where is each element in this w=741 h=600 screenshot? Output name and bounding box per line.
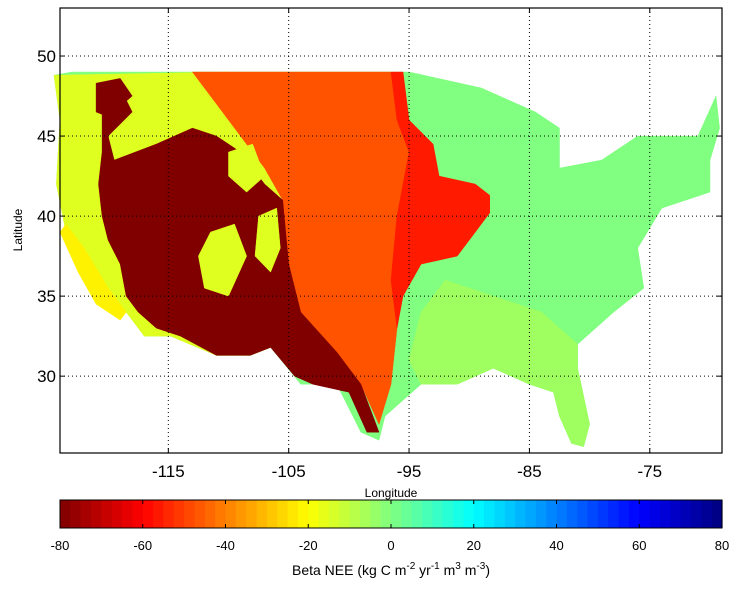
colorbar-segment (297, 500, 309, 528)
colorbar-tick-label: -20 (299, 538, 318, 553)
colorbar-tick-label: 0 (387, 538, 394, 553)
colorbar-tick-label: -80 (51, 538, 70, 553)
colorbar-segment (194, 500, 206, 528)
colorbar-segment (370, 500, 382, 528)
colorbar-segment (504, 500, 516, 528)
colorbar-segment (111, 500, 123, 528)
colorbar-segment (432, 500, 444, 528)
y-tick-label: 50 (37, 47, 56, 66)
x-tick-label: -105 (272, 462, 306, 481)
colorbar-segment (649, 500, 661, 528)
colorbar-segment (359, 500, 371, 528)
colorbar-tick-label: 20 (467, 538, 481, 553)
x-tick-label: -95 (397, 462, 422, 481)
colorbar-segment (153, 500, 165, 528)
colorbar-segment (618, 500, 630, 528)
colorbar-segment (556, 500, 568, 528)
colorbar-segment (680, 500, 692, 528)
colorbar-segment (453, 500, 464, 528)
y-axis: 30 35 40 45 50 (37, 47, 722, 386)
colorbar-segment (246, 500, 258, 528)
x-tick-label: -75 (637, 462, 662, 481)
region-midwest-red (390, 71, 490, 329)
colorbar-segment (184, 500, 196, 528)
colorbar (60, 500, 723, 528)
colorbar-segment (328, 500, 340, 528)
colorbar-segment (608, 500, 620, 528)
colorbar-tick-label: 60 (632, 538, 646, 553)
y-tick-label: 40 (37, 207, 56, 226)
colorbar-segment (225, 500, 237, 528)
colorbar-segment (173, 500, 185, 528)
colorbar-segment (60, 500, 71, 528)
colorbar-segment (101, 500, 113, 528)
x-axis: -115 -105 -95 -85 -75 (152, 8, 662, 481)
colorbar-tick-label: 80 (715, 538, 729, 553)
colorbar-segment (142, 500, 154, 528)
colorbar-segment (401, 500, 413, 528)
colorbar-segment (422, 500, 433, 528)
x-axis-label: Longitude (365, 486, 418, 500)
colorbar-label: Beta NEE (kg C m-2 yr-1 m3 m-3) (292, 561, 490, 578)
colorbar-segment (484, 500, 496, 528)
region-ne-dark-patch (95, 78, 133, 118)
region-coast-yellow (59, 223, 127, 321)
colorbar-segment (122, 500, 133, 528)
y-axis-label: Latitude (11, 208, 25, 251)
region-southeast (408, 279, 590, 447)
colorbar-segment (349, 500, 361, 528)
colorbar-segment (546, 500, 558, 528)
x-tick-label: -115 (152, 462, 185, 481)
region-wyoming-patch (228, 143, 265, 193)
colorbar-segment (80, 500, 92, 528)
colorbar-segment (670, 500, 682, 528)
colorbar-segment (391, 500, 402, 528)
colorbar-segment (577, 500, 589, 528)
colorbar-segment (308, 500, 320, 528)
colorbar-ticks: -80 -60 -40 -20 0 20 40 60 80 (51, 500, 729, 553)
colorbar-segment (132, 500, 144, 528)
x-tick-label: -85 (517, 462, 542, 481)
y-tick-label: 35 (37, 287, 56, 306)
colorbar-segment (318, 500, 330, 528)
colorbar-segment (235, 500, 247, 528)
y-tick-label: 30 (37, 367, 56, 386)
colorbar-segment (256, 500, 268, 528)
colorbar-segment (463, 500, 475, 528)
colorbar-segment (277, 500, 289, 528)
colorbar-tick-label: -60 (133, 538, 152, 553)
colorbar-segment (690, 500, 702, 528)
plot-frame (59, 7, 723, 454)
colorbar-segment (587, 500, 599, 528)
colorbar-segment (442, 500, 454, 528)
colorbar-segment (163, 500, 175, 528)
y-tick-label: 45 (37, 127, 56, 146)
colorbar-tick-label: 40 (549, 538, 563, 553)
colorbar-segment (473, 500, 485, 528)
colorbar-segment (494, 500, 506, 528)
colorbar-segment (639, 500, 651, 528)
colorbar-segment (91, 500, 102, 528)
region-colorado-patch (254, 207, 281, 273)
colorbar-segment (339, 500, 351, 528)
colorbar-segment (566, 500, 578, 528)
colorbar-segment (515, 500, 527, 528)
colorbar-segment (411, 500, 423, 528)
colorbar-segment (701, 500, 713, 528)
colorbar-segment (380, 500, 392, 528)
colorbar-tick-label: -40 (216, 538, 235, 553)
colorbar-segment (711, 500, 723, 528)
colorbar-segment (70, 500, 82, 528)
colorbar-segment (535, 500, 547, 528)
colorbar-segment (266, 500, 278, 528)
map-regions (53, 71, 720, 447)
colorbar-segment (215, 500, 227, 528)
colorbar-segment (597, 500, 609, 528)
colorbar-segment (659, 500, 671, 528)
colorbar-segment (628, 500, 640, 528)
colorbar-segment (287, 500, 299, 528)
colorbar-segment (525, 500, 537, 528)
colorbar-segment (204, 500, 216, 528)
